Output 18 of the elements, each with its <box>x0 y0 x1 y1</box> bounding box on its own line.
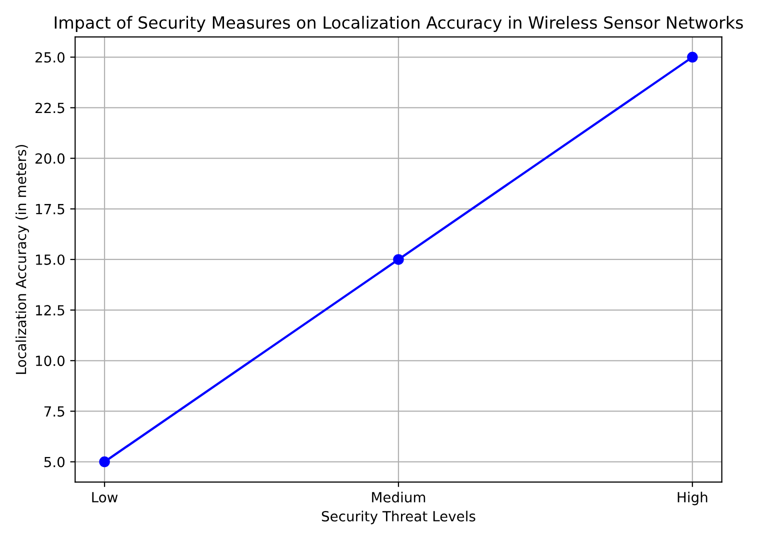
y-tick-label: 17.5 <box>36 204 64 214</box>
point <box>687 52 698 63</box>
y-tick-label: 10.0 <box>36 356 64 366</box>
y-tick-label: 15.0 <box>36 254 64 265</box>
y-tick-label: 25.0 <box>36 52 64 63</box>
chart-title: Impact of Security Measures on Localization Accuracy in Wireless Sensor Networks <box>54 16 743 32</box>
y-axis-title: Localization Accuracy (in meters) <box>15 144 29 374</box>
y-tick-label: 22.5 <box>36 102 64 114</box>
y-tick-label: 7.5 <box>44 406 64 417</box>
x-tick-label: High <box>678 492 708 506</box>
y-tick-label: 12.5 <box>36 305 64 316</box>
y-tick-label: 5.0 <box>44 456 64 468</box>
x-tick-label: Low <box>92 492 118 503</box>
x-axis-title: Security Threat Levels <box>322 510 476 524</box>
y-tick-label: 20.0 <box>36 153 64 164</box>
point <box>393 254 404 265</box>
x-tick-label: Medium <box>372 492 426 503</box>
point <box>99 456 110 468</box>
